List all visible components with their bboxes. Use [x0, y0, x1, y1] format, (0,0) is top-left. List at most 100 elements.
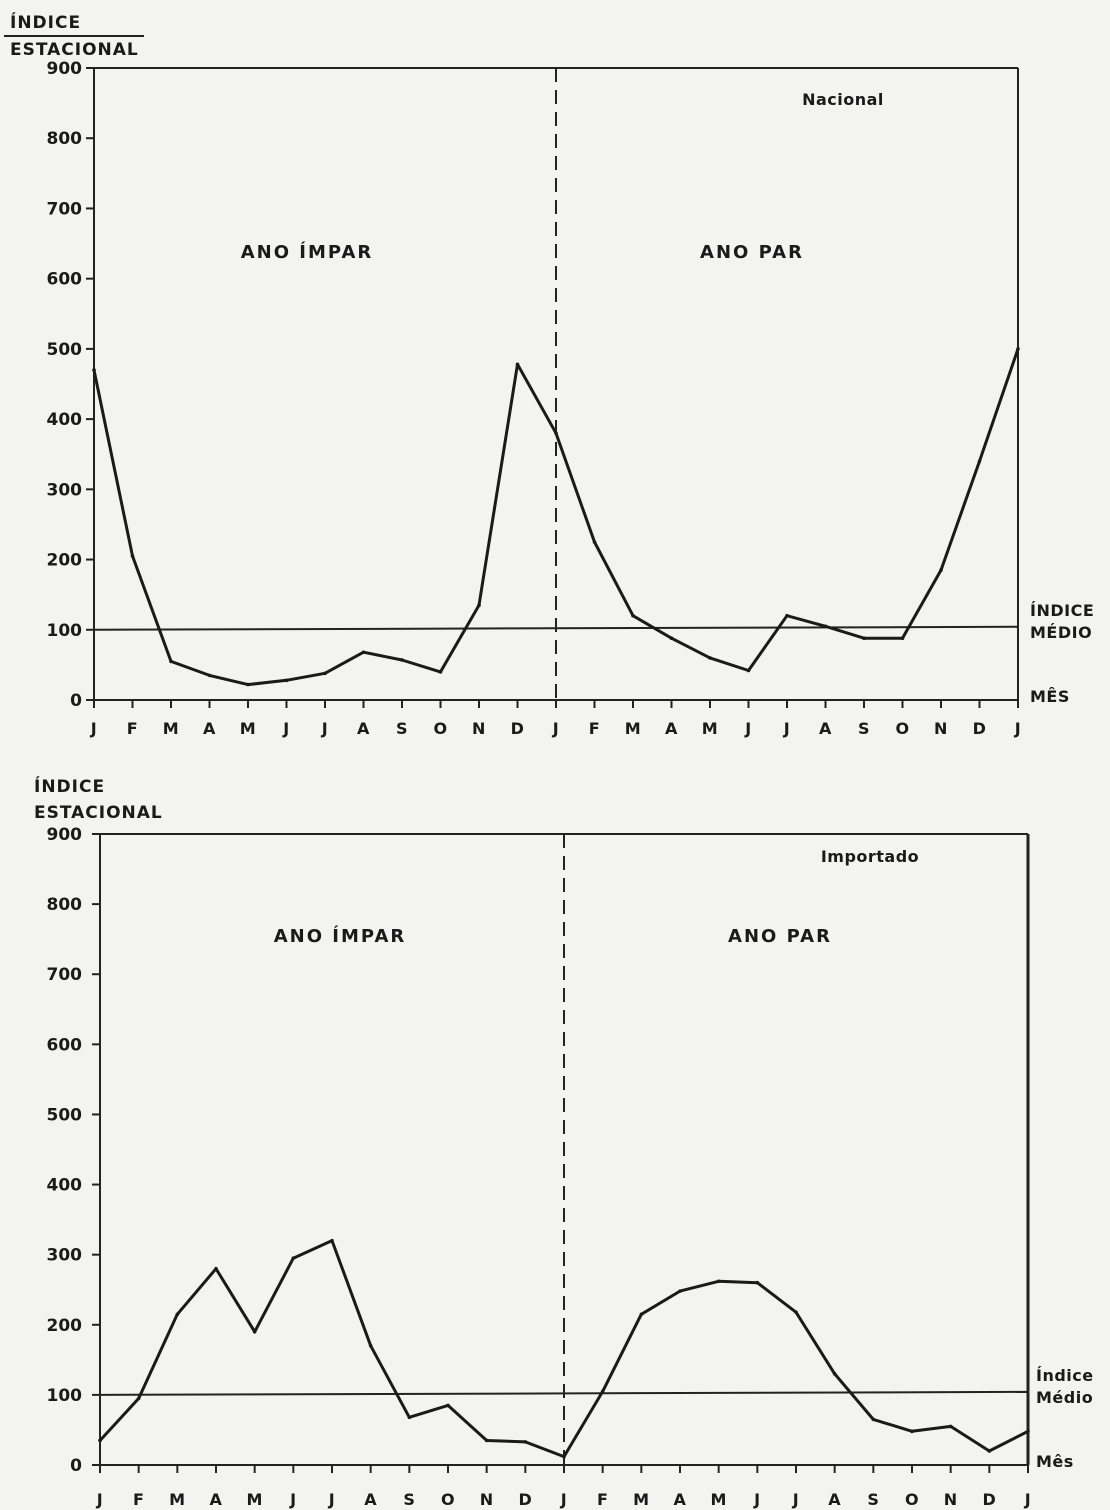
data-point — [639, 1312, 644, 1317]
x-tick-label: J — [96, 1490, 103, 1509]
y-tick-label: 500 — [47, 340, 83, 360]
x-tick-label: S — [403, 1490, 415, 1509]
y-axis-title-line-2: ESTACIONAL — [10, 40, 139, 60]
data-point — [446, 1403, 450, 1408]
data-point — [136, 1396, 141, 1401]
data-point — [515, 362, 520, 367]
y-axis-title-line-1: ÍNDICE — [34, 775, 105, 797]
data-point — [330, 1238, 334, 1243]
data-point — [323, 671, 327, 676]
data-point — [175, 1312, 180, 1317]
y-tick-label: 100 — [47, 621, 83, 641]
data-point — [169, 659, 173, 664]
data-point — [755, 1280, 760, 1285]
x-axis-label: Mês — [1036, 1452, 1074, 1471]
data-point — [716, 1279, 721, 1284]
x-tick-label: J — [744, 719, 751, 738]
data-point — [291, 1256, 296, 1260]
x-tick-label: S — [396, 719, 408, 738]
x-tick-label: J — [282, 719, 289, 738]
data-point — [368, 1344, 373, 1348]
y-tick-label: 700 — [47, 199, 83, 219]
data-point — [785, 613, 789, 618]
data-point — [939, 568, 943, 572]
data-point — [669, 636, 674, 641]
data-point — [214, 1266, 218, 1271]
y-tick-label: 900 — [47, 825, 83, 845]
x-tick-label: J — [552, 719, 559, 738]
data-point — [252, 1329, 257, 1334]
data-point — [407, 1415, 412, 1420]
x-tick-label: N — [480, 1490, 494, 1509]
x-tick-label: A — [828, 1490, 841, 1509]
y-tick-label: 0 — [70, 1456, 82, 1476]
data-point — [910, 1429, 914, 1434]
x-tick-label: M — [246, 1490, 262, 1509]
y-tick-label: 400 — [47, 1176, 83, 1196]
x-tick-label: A — [364, 1490, 377, 1509]
y-tick-label: 900 — [47, 59, 83, 79]
data-point — [284, 678, 289, 683]
x-tick-label: M — [163, 719, 179, 738]
x-tick-label: S — [867, 1490, 879, 1509]
data-point — [207, 673, 212, 678]
data-point — [438, 670, 443, 674]
data-point — [1026, 1429, 1030, 1434]
x-tick-label: J — [321, 719, 328, 738]
data-point — [832, 1372, 837, 1376]
reference-line-label-1: ÍNDICE — [1030, 601, 1094, 620]
data-point — [871, 1417, 876, 1422]
x-tick-label: A — [665, 719, 678, 738]
data-point — [1016, 347, 1020, 351]
y-tick-label: 300 — [47, 480, 83, 500]
data-point — [400, 658, 404, 662]
x-tick-label: J — [1014, 719, 1021, 738]
data-point — [484, 1438, 489, 1443]
y-axis-title-line-2: ESTACIONAL — [34, 803, 163, 823]
x-tick-label: J — [1024, 1490, 1031, 1509]
x-tick-label: M — [702, 719, 718, 738]
x-tick-label: A — [210, 1490, 223, 1509]
x-axis-label: MÊS — [1030, 687, 1070, 706]
data-point — [477, 603, 481, 607]
x-tick-label: J — [90, 719, 97, 738]
data-point — [600, 1389, 605, 1394]
x-tick-label: F — [133, 1490, 144, 1509]
data-point — [246, 682, 250, 687]
chart-nacional: ÍNDICE ESTACIONAL 0 100 200 300 400 500 600 700 80… — [4, 11, 1094, 738]
x-tick-label: D — [518, 1490, 532, 1509]
data-point — [592, 540, 597, 544]
data-point — [361, 650, 366, 655]
y-tick-label: 0 — [70, 691, 82, 711]
chart-importado: ÍNDICE ESTACIONAL 0 100 200 300 400 500 600 700 80… — [34, 775, 1093, 1509]
x-tick-label: A — [674, 1490, 687, 1509]
chart-title: Importado — [821, 847, 919, 866]
data-point — [948, 1424, 953, 1429]
region-label-ano-impar: ANO ÍMPAR — [241, 241, 374, 263]
x-tick-label: D — [511, 719, 525, 738]
x-tick-label: M — [710, 1490, 726, 1509]
data-point — [746, 668, 751, 673]
data-point — [900, 636, 905, 641]
data-point — [554, 431, 558, 435]
data-point — [708, 656, 712, 660]
x-tick-label: D — [973, 719, 987, 738]
y-tick-label: 100 — [47, 1386, 83, 1406]
data-point — [862, 636, 866, 641]
x-tick-label: F — [127, 719, 138, 738]
x-tick-label: O — [895, 719, 909, 738]
x-tick-label: J — [783, 719, 790, 738]
x-tick-label: M — [625, 719, 641, 738]
data-point — [98, 1438, 102, 1443]
data-point — [987, 1449, 992, 1453]
x-tick-label: N — [944, 1490, 958, 1509]
x-tick-label: O — [433, 719, 447, 738]
reference-line-label-2: MÉDIO — [1030, 623, 1092, 642]
y-tick-label: 200 — [47, 1316, 83, 1336]
x-tick-label: N — [934, 719, 948, 738]
x-tick-label: M — [633, 1490, 649, 1509]
data-point — [562, 1454, 566, 1459]
x-tick-label: J — [753, 1490, 760, 1509]
x-tick-label: M — [169, 1490, 185, 1509]
y-tick-label: 500 — [47, 1105, 83, 1125]
